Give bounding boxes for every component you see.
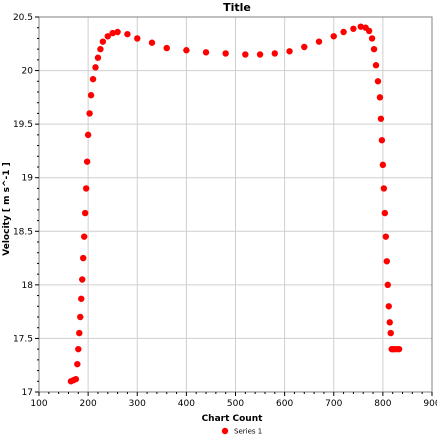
y-tick-label: 17.5: [13, 334, 33, 344]
data-point: [383, 258, 391, 265]
x-tick-label: 700: [325, 399, 342, 409]
data-point: [365, 27, 373, 35]
data-point: [378, 137, 386, 144]
data-point: [81, 209, 89, 217]
data-point: [74, 360, 81, 368]
data-point: [379, 161, 387, 169]
data-point: [271, 50, 278, 57]
y-tick-label: 18.5: [13, 227, 33, 237]
data-point: [183, 47, 190, 54]
y-tick-label: 20.5: [13, 13, 33, 23]
data-point: [387, 329, 394, 337]
data-point: [76, 329, 83, 337]
data-point: [370, 45, 378, 53]
data-point: [163, 44, 170, 52]
x-tick-label: 500: [227, 399, 244, 409]
x-tick-label: 200: [80, 399, 97, 409]
data-point: [350, 25, 357, 32]
legend: Series 1: [221, 427, 262, 436]
chart-title: Title: [223, 1, 251, 14]
y-tick-label: 19.5: [13, 120, 33, 130]
data-point: [97, 45, 104, 53]
grid-layer: [38, 16, 433, 393]
data-point: [242, 51, 249, 58]
x-tick-label: 300: [129, 399, 146, 409]
data-point: [78, 295, 85, 302]
y-axis-title: Velocity [ m s^-1 ]: [2, 162, 12, 255]
data-point: [384, 281, 391, 289]
y-tick-label: 19: [22, 174, 34, 184]
data-point: [99, 38, 107, 45]
data-point: [374, 78, 382, 85]
data-point: [84, 131, 92, 139]
data-point: [357, 23, 364, 30]
data-point: [89, 75, 97, 83]
data-point: [124, 30, 131, 38]
data-point: [395, 345, 403, 353]
data-point: [75, 345, 82, 353]
data-point: [80, 233, 88, 240]
data-point: [222, 50, 229, 57]
tick-layer: [35, 16, 433, 396]
data-point: [72, 375, 80, 383]
data-point: [80, 254, 87, 262]
legend-label-series-1: Series 1: [234, 428, 262, 436]
data-point: [330, 33, 337, 40]
x-tick-label: 800: [374, 399, 391, 409]
y-tick-label: 17: [22, 388, 33, 398]
data-point: [372, 62, 380, 69]
data-point: [148, 39, 156, 46]
data-point: [340, 28, 347, 36]
data-point: [202, 49, 210, 56]
data-point: [386, 319, 393, 326]
data-point: [104, 33, 111, 40]
data-point: [381, 209, 389, 217]
series-1-points: [67, 23, 403, 385]
data-point: [94, 54, 102, 61]
data-point: [82, 185, 90, 192]
data-point: [92, 64, 99, 71]
x-tick-label: 400: [178, 399, 195, 409]
data-point: [134, 35, 141, 42]
data-point: [87, 92, 95, 99]
y-tick-label: 18: [22, 281, 34, 291]
data-point: [79, 276, 86, 283]
legend-marker-series-1: [221, 427, 229, 435]
tick-label-layer: 100 200 300 400 500 600 700 800 900 17 17.5 18 18.5 1…: [13, 13, 437, 409]
data-point: [315, 38, 323, 45]
data-point: [377, 115, 385, 122]
data-point: [256, 51, 264, 58]
x-tick-label: 600: [276, 399, 293, 409]
data-point: [382, 233, 390, 240]
x-tick-label: 100: [30, 399, 47, 409]
data-point: [376, 94, 384, 101]
y-tick-label: 20: [22, 67, 34, 77]
data-point: [301, 43, 308, 51]
data-point: [83, 158, 91, 165]
data-point: [380, 185, 388, 192]
data-point: [368, 35, 376, 42]
data-point: [286, 48, 293, 55]
data-point: [109, 29, 116, 37]
x-tick-label: 900: [423, 399, 437, 409]
data-point: [77, 313, 84, 321]
data-point: [114, 28, 121, 36]
x-axis-title: Chart Count: [202, 414, 264, 424]
data-point: [86, 110, 93, 117]
data-point: [385, 303, 392, 310]
